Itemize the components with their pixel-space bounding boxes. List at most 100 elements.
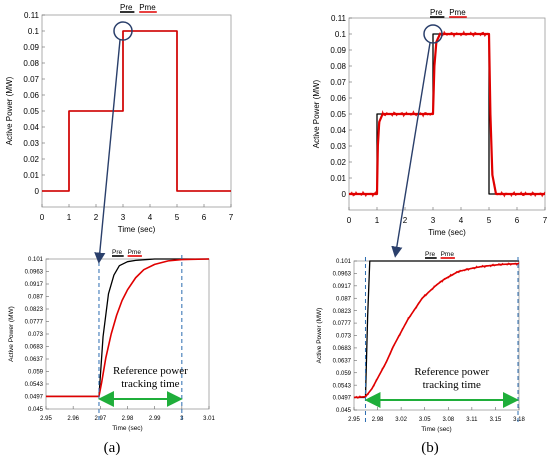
x-tick-label: 7	[543, 216, 548, 225]
y-tick-label: 0	[35, 187, 40, 196]
y-tick-label: 0.04	[330, 126, 346, 135]
y-tick-label: 0.06	[330, 94, 346, 103]
x-axis-label: Time (sec)	[421, 426, 451, 433]
y-tick-label: 0.02	[330, 158, 346, 167]
x-tick-label: 1	[375, 216, 380, 225]
y-tick-label: 0.059	[336, 371, 352, 377]
y-tick-label: 0.02	[23, 155, 39, 164]
y-tick-label: 0.101	[336, 259, 352, 265]
x-tick-label: 2.98	[122, 416, 134, 422]
legend: Pre Pme	[120, 3, 157, 13]
annotation-line-1: Reference power	[113, 365, 188, 377]
x-axis-label: Time (sec)	[112, 425, 142, 432]
x-tick-label: 6	[202, 213, 207, 222]
y-tick-label: 0.087	[336, 296, 352, 302]
y-tick-label: 0.0963	[333, 272, 352, 278]
x-tick-label: 4	[148, 213, 153, 222]
x-tick-label: 3.02	[395, 417, 407, 423]
y-tick-label: 0.0637	[25, 357, 44, 363]
y-tick-label: 0.01	[23, 171, 39, 180]
chart-b-main: 0 1 2 3 4 5 6 7 0 0.01 0.02 0.03 0.04 0.05 0.06 0.07 0.0…	[312, 8, 548, 237]
y-tick-label: 0.11	[331, 14, 347, 23]
y-tick-label: 0.0823	[333, 309, 352, 315]
y-tick-label: 0.101	[28, 257, 44, 263]
x-tick-label: 3	[121, 213, 126, 222]
x-tick-label: 3	[431, 216, 436, 225]
y-tick-label: 0.073	[28, 332, 44, 338]
zoom-pointer-a	[94, 39, 121, 264]
x-tick-label: 1	[67, 213, 72, 222]
legend-label-pre: Pre	[120, 3, 133, 12]
y-axis-label: Active Power (MW)	[8, 306, 15, 362]
legend: Pre Pme	[430, 8, 467, 18]
x-tick-label: 2.95	[40, 416, 52, 422]
y-tick-label: 0.1	[335, 30, 347, 39]
y-tick-label: 0.11	[24, 11, 40, 20]
x-tick-label: 2.95	[348, 417, 360, 423]
legend-label-pre: Pre	[430, 8, 443, 17]
y-tick-label: 0.04	[23, 123, 39, 132]
y-tick-label: 0.03	[330, 142, 346, 151]
x-tick-label: 5	[175, 213, 180, 222]
x-tick-label: 3.05	[419, 417, 431, 423]
y-tick-label: 0.06	[23, 91, 39, 100]
series-line-pre	[46, 258, 209, 398]
x-tick-label: 0	[40, 213, 45, 222]
x-tick-label: 3.08	[442, 417, 454, 423]
caption-a: (a)	[104, 440, 121, 456]
y-tick-label: 0.08	[23, 59, 39, 68]
y-axis-label: Active Power (MW)	[312, 79, 321, 148]
legend-label-pme: Pme	[441, 251, 455, 258]
zoom-circle-b	[423, 24, 443, 44]
y-tick-label: 0.0683	[333, 346, 352, 352]
x-tick-label: 0	[347, 216, 352, 225]
y-tick-label: 0.08	[330, 62, 346, 71]
y-tick-label: 0.0777	[333, 321, 352, 327]
y-tick-label: 0.0543	[333, 383, 352, 389]
legend: Pre Pme	[425, 251, 455, 259]
legend-label-pme: Pme	[139, 3, 156, 12]
y-tick-label: 0.087	[28, 295, 44, 301]
y-tick-label: 0.07	[23, 75, 39, 84]
series-noise-pme	[348, 30, 546, 198]
chart-b-zoom: 2.95 2.98 3.02 3.05 3.08 3.11 3.15 3.18 0.045 0.0…	[316, 251, 525, 433]
y-tick-label: 0.045	[336, 408, 352, 414]
x-tick-label: 3.11	[466, 417, 478, 423]
legend-label-pme: Pme	[128, 249, 142, 256]
y-tick-label: 0.0917	[333, 284, 352, 290]
caption-b: (b)	[421, 440, 439, 456]
series-noise-pme	[353, 262, 520, 399]
x-tick-label: 2.98	[372, 417, 384, 423]
legend: Pre Pme	[112, 249, 142, 257]
y-tick-label: 0.01	[330, 174, 346, 183]
chart-a-zoom: 2.952.962.972.982.9933.010.0450.04970.05…	[8, 249, 215, 432]
y-tick-label: 0.05	[330, 110, 346, 119]
legend-label-pme: Pme	[449, 8, 466, 17]
y-tick-label: 0.0917	[25, 282, 44, 288]
y-tick-label: 0.0823	[25, 307, 44, 313]
annotation-line-1: Reference power	[414, 366, 489, 378]
x-tick-label: 3.15	[490, 417, 502, 423]
series-line-pme	[46, 258, 210, 398]
y-tick-label: 0.0497	[333, 396, 352, 402]
y-tick-label: 0.03	[23, 139, 39, 148]
y-tick-label: 0.1	[28, 27, 40, 36]
annotation-line-2: tracking time	[121, 378, 179, 390]
x-tick-label: 2.96	[67, 416, 79, 422]
y-tick-label: 0.059	[28, 370, 44, 376]
y-tick-label: 0	[342, 190, 347, 199]
zoom-pointer-b	[391, 42, 431, 258]
y-tick-label: 0.0683	[25, 345, 44, 351]
chart-a-main: 0 1 2 3 4 5 6 7 0 0.01 0.02 0.03 0.04 0.05 0.06 0.07 0.0…	[5, 3, 234, 234]
x-tick-label: 2.99	[149, 416, 161, 422]
legend-label-pre: Pre	[112, 249, 123, 256]
x-axis-label: Time (sec)	[428, 228, 466, 237]
y-axis-label: Active Power (MW)	[316, 308, 323, 364]
x-tick-label: 4	[459, 216, 464, 225]
x-tick-label: 2	[94, 213, 99, 222]
y-axis-label: Active Power (MW)	[5, 76, 14, 145]
y-tick-label: 0.0963	[25, 270, 44, 276]
x-tick-label: 3.18	[513, 417, 525, 423]
series-line-pme	[42, 30, 231, 192]
